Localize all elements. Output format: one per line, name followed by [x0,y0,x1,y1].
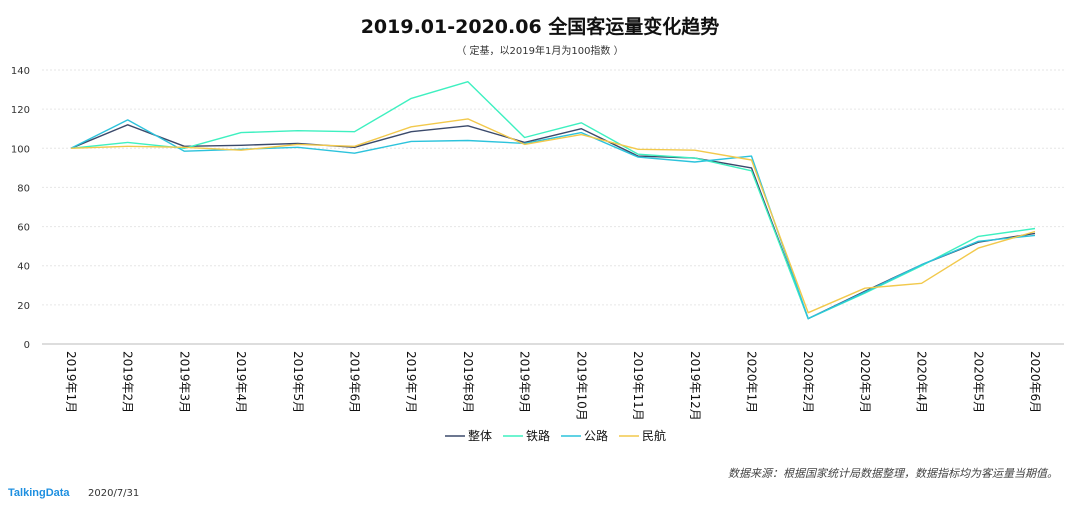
x-tick-label: 2019年8月 [461,351,475,413]
x-tick-label: 2019年5月 [291,351,305,413]
data-source-note: 数据来源：根据国家统计局数据整理，数据指标均为客运量当期值。 [728,467,1058,480]
grid-lines [42,69,1064,345]
legend-label: 公路 [584,428,608,443]
x-tick-label: 2019年10月 [574,351,588,421]
x-tick-label: 2020年4月 [915,351,929,413]
series-line-1 [70,124,1036,320]
y-tick-label: 20 [17,301,30,312]
chart-subtitle: （ 定基，以2019年1月为100指数 ） [456,46,624,57]
y-tick-label: 80 [17,183,30,194]
x-tick-label: 2019年11月 [631,351,645,421]
legend-label: 整体 [468,428,492,443]
y-tick-label: 120 [11,105,30,116]
series-line-2 [70,80,1036,320]
x-tick-label: 2019年3月 [177,351,191,413]
legend-label: 民航 [642,428,666,443]
x-tick-label: 2019年1月 [64,351,78,413]
series-line-3 [70,119,1036,320]
publish-date: 2020/7/31 [88,488,140,499]
x-tick-label: 2019年6月 [348,351,362,413]
series-line-4 [70,118,1036,314]
x-tick-label: 2020年6月 [1028,351,1042,413]
x-tick-label: 2019年2月 [121,351,135,413]
chart-title: 2019.01-2020.06 全国客运量变化趋势 [360,16,720,38]
y-tick-label: 100 [11,144,30,155]
x-tick-label: 2019年4月 [234,351,248,413]
x-tick-label: 2019年12月 [688,351,702,421]
x-tick-label: 2019年7月 [404,351,418,413]
x-tick-label: 2019年9月 [518,351,532,413]
x-tick-label: 2020年1月 [744,351,758,413]
series-lines [70,80,1036,320]
y-tick-label: 0 [24,340,30,351]
y-tick-label: 60 [17,223,30,234]
y-tick-label: 140 [11,66,30,77]
x-tick-label: 2020年2月 [801,351,815,413]
x-axis-ticks: 2019年1月 2019年2月 2019年3月 2019年4月 2019年5月 2019年… [64,351,1042,421]
legend: 整体 铁路 公路 民航 [445,428,666,443]
x-tick-label: 2020年3月 [858,351,872,413]
legend-label: 铁路 [526,428,550,443]
x-tick-label: 2020年5月 [971,351,985,413]
y-tick-label: 40 [17,262,30,273]
brand-logo: TalkingData [8,487,70,499]
y-axis-ticks: 0 20 40 60 80 100 120 140 [11,66,30,351]
